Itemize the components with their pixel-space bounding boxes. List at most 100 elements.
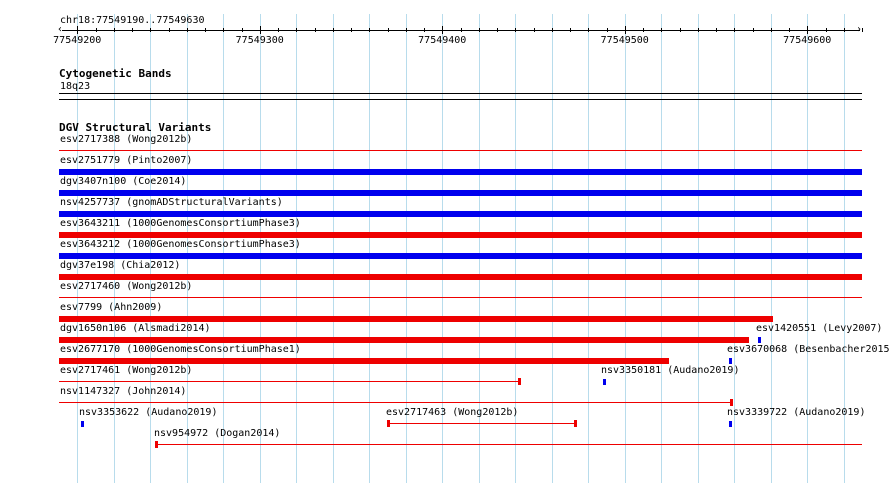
- grid-line: [187, 14, 188, 483]
- cytoband-bar-bottom: [59, 99, 862, 100]
- grid-line: [844, 14, 845, 483]
- ruler-minor-tick: [753, 28, 754, 32]
- ruler-minor-tick: [680, 28, 681, 32]
- variant-bar[interactable]: [758, 337, 761, 343]
- grid-line: [223, 14, 224, 483]
- variant-bar[interactable]: [59, 253, 862, 259]
- variant-bar[interactable]: [59, 150, 862, 151]
- ruler-minor-tick: [643, 28, 644, 32]
- feature-label[interactable]: esv2717463 (Wong2012b): [386, 407, 519, 418]
- variant-bar[interactable]: [59, 381, 519, 382]
- ruler-minor-tick: [424, 28, 425, 32]
- grid-line: [807, 14, 808, 483]
- feature-label[interactable]: dgv3407n100 (Coe2014): [60, 176, 187, 187]
- variant-bar[interactable]: [59, 402, 731, 403]
- ruler-minor-tick: [150, 28, 151, 32]
- feature-label[interactable]: nsv1147327 (John2014): [60, 386, 187, 397]
- variant-bar[interactable]: [59, 274, 862, 280]
- grid-line: [734, 14, 735, 483]
- variant-bar[interactable]: [156, 444, 862, 445]
- variant-bar[interactable]: [59, 232, 862, 238]
- feature-label[interactable]: esv7799 (Ahn2009): [60, 302, 163, 313]
- variant-bar[interactable]: [59, 337, 749, 343]
- feature-label[interactable]: esv2677170 (1000GenomesConsortiumPhase1): [60, 344, 301, 355]
- ruler-minor-tick: [369, 28, 370, 32]
- ruler-minor-tick: [205, 28, 206, 32]
- variant-bar[interactable]: [59, 316, 773, 322]
- cytoband-label[interactable]: 18q23: [60, 81, 91, 92]
- ruler-arrow-left-icon: ‹: [57, 24, 64, 35]
- variant-bar[interactable]: [603, 379, 606, 385]
- feature-label[interactable]: esv1420551 (Levy2007): [756, 323, 883, 334]
- ruler-tick-label: 77549200: [53, 35, 102, 46]
- ruler-minor-tick: [278, 28, 279, 32]
- ruler-arrow-right-icon: ›: [856, 24, 863, 35]
- ruler-minor-tick: [552, 28, 553, 32]
- ruler-major-tick: [442, 26, 443, 34]
- feature-label[interactable]: esv2717388 (Wong2012b): [60, 134, 193, 145]
- grid-line: [406, 14, 407, 483]
- ruler-minor-tick: [388, 28, 389, 32]
- grid-line: [114, 14, 115, 483]
- variant-bar[interactable]: [59, 169, 862, 175]
- grid-line: [661, 14, 662, 483]
- variant-bar[interactable]: [59, 297, 862, 298]
- variant-bar[interactable]: [388, 423, 576, 424]
- grid-line: [333, 14, 334, 483]
- grid-line: [515, 14, 516, 483]
- variant-end-cap: [518, 378, 521, 385]
- ruler-minor-tick: [333, 28, 334, 32]
- ruler-major-tick: [77, 26, 78, 34]
- grid-line: [479, 14, 480, 483]
- ruler-tick-label: 77549500: [600, 35, 649, 46]
- feature-label[interactable]: esv3670068 (Besenbacher2015): [727, 344, 890, 355]
- variant-bar[interactable]: [729, 421, 732, 427]
- variant-bar[interactable]: [59, 358, 669, 364]
- cytobands-track-title: Cytogenetic Bands: [59, 67, 172, 80]
- ruler-tick-label: 77549300: [235, 35, 284, 46]
- dgv-track-title: DGV Structural Variants: [59, 121, 212, 134]
- ruler-minor-tick: [734, 28, 735, 32]
- feature-label[interactable]: esv2717460 (Wong2012b): [60, 281, 193, 292]
- ruler-minor-tick: [844, 28, 845, 32]
- ruler-minor-tick: [132, 28, 133, 32]
- feature-label[interactable]: nsv3353622 (Audano2019): [79, 407, 218, 418]
- feature-label[interactable]: dgv37e198 (Chia2012): [60, 260, 181, 271]
- ruler-minor-tick: [242, 28, 243, 32]
- grid-line: [442, 14, 443, 483]
- ruler-minor-tick: [461, 28, 462, 32]
- variant-bar[interactable]: [729, 358, 732, 364]
- feature-label[interactable]: nsv4257737 (gnomADStructuralVariants): [60, 197, 283, 208]
- variant-bar[interactable]: [59, 211, 862, 217]
- feature-label[interactable]: nsv3339722 (Audano2019): [727, 407, 866, 418]
- ruler-minor-tick: [169, 28, 170, 32]
- cytoband-bar-top: [59, 93, 862, 94]
- feature-label[interactable]: esv3643211 (1000GenomesConsortiumPhase3): [60, 218, 301, 229]
- feature-label[interactable]: nsv954972 (Dogan2014): [154, 428, 281, 439]
- ruler-major-tick: [625, 26, 626, 34]
- ruler-minor-tick: [497, 28, 498, 32]
- feature-label[interactable]: esv2717461 (Wong2012b): [60, 365, 193, 376]
- grid-line: [77, 14, 78, 483]
- grid-line: [588, 14, 589, 483]
- ruler-minor-tick: [96, 28, 97, 32]
- ruler-minor-tick: [570, 28, 571, 32]
- variant-end-cap: [730, 399, 733, 406]
- feature-label[interactable]: nsv3350181 (Audano2019): [601, 365, 740, 376]
- ruler-major-tick: [807, 26, 808, 34]
- ruler-minor-tick: [351, 28, 352, 32]
- variant-bar[interactable]: [59, 190, 862, 196]
- feature-label[interactable]: dgv1650n106 (Alsmadi2014): [60, 323, 211, 334]
- ruler-minor-tick: [862, 28, 863, 32]
- ruler-minor-tick: [607, 28, 608, 32]
- variant-bar[interactable]: [81, 421, 84, 427]
- ruler-major-tick: [260, 26, 261, 34]
- ruler-minor-tick: [296, 28, 297, 32]
- ruler-minor-tick: [826, 28, 827, 32]
- feature-label[interactable]: esv2751779 (Pinto2007): [60, 155, 193, 166]
- grid-line: [625, 14, 626, 483]
- feature-label[interactable]: esv3643212 (1000GenomesConsortiumPhase3): [60, 239, 301, 250]
- ruler-minor-tick: [771, 28, 772, 32]
- grid-line: [771, 14, 772, 483]
- ruler-minor-tick: [716, 28, 717, 32]
